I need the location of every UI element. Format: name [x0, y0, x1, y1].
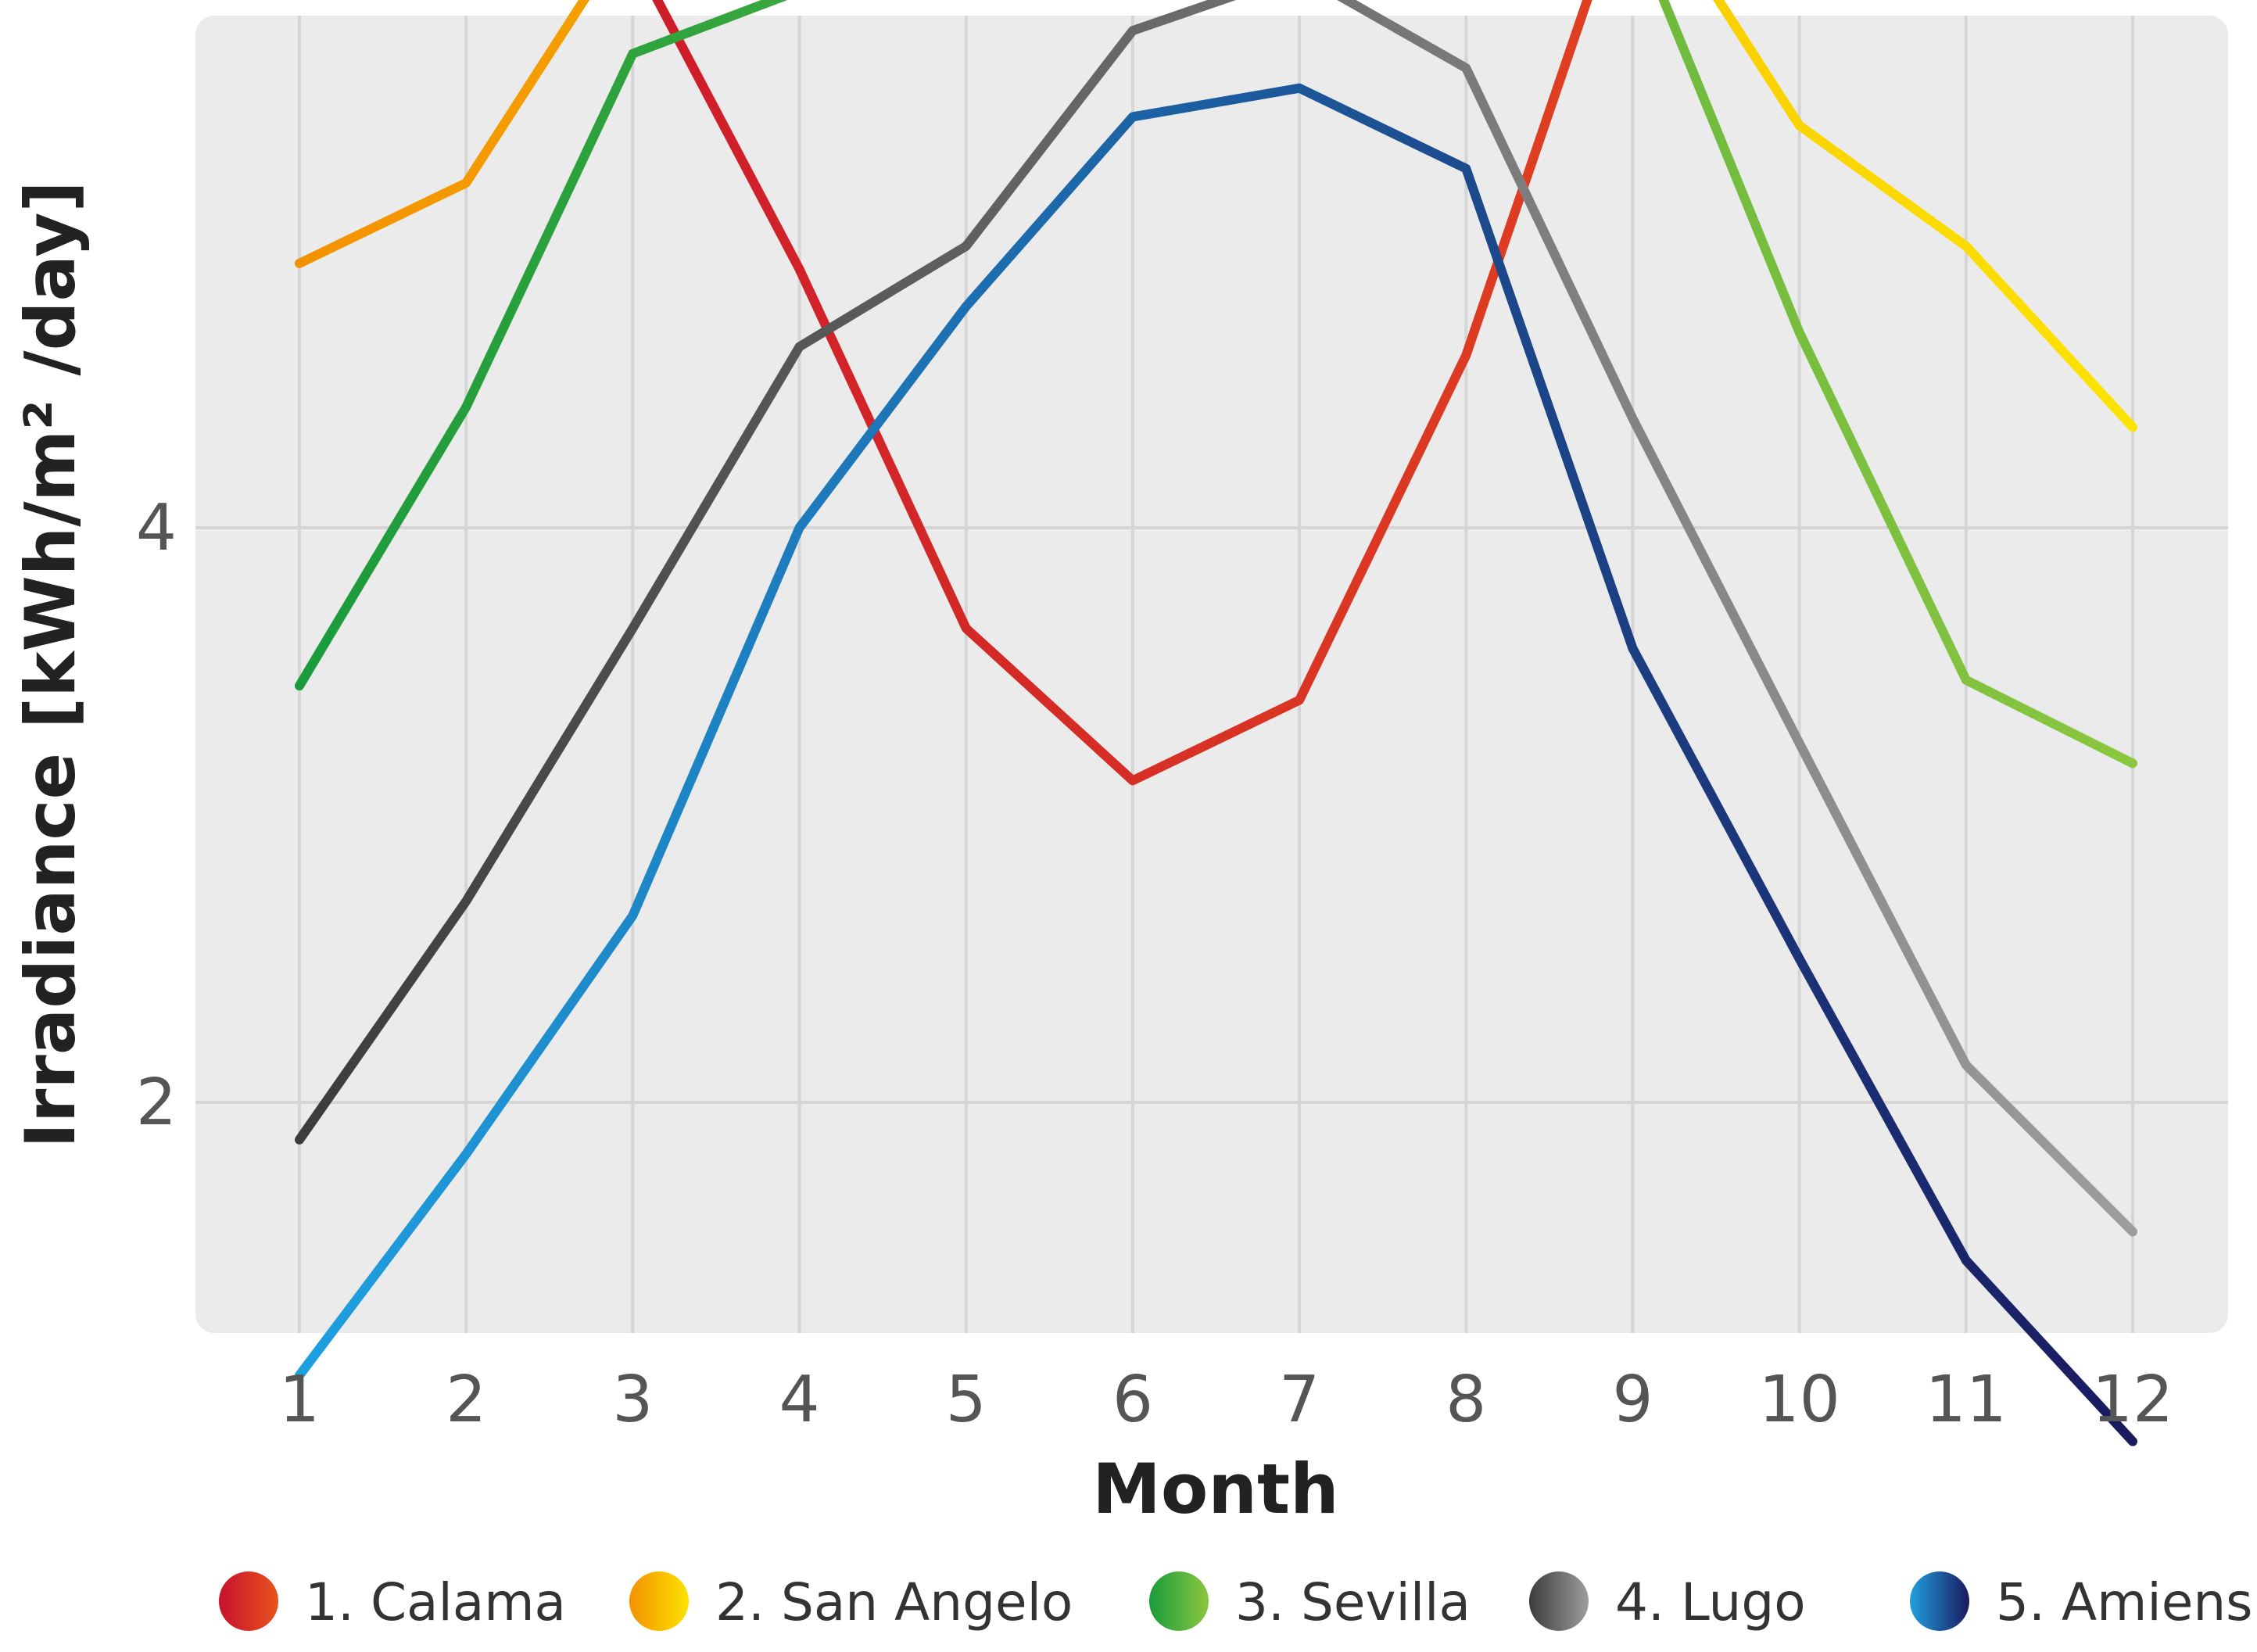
x-tick-labels: 1 2 3 4 5 6 7 8 9 10 11 12: [279, 1363, 2173, 1437]
legend-label-2: 2. San Angelo: [715, 1572, 1073, 1632]
legend-swatch-1: [219, 1571, 278, 1631]
plot-background: [195, 16, 2228, 1333]
x-tick-label: 3: [612, 1363, 653, 1437]
y-tick-labels: 2468: [136, 491, 177, 1140]
x-tick-label: 1: [279, 1363, 320, 1437]
gridlines: [195, 16, 2228, 1333]
x-tick-label: 12: [2092, 1363, 2173, 1437]
x-tick-label: 11: [1926, 1363, 2007, 1437]
x-tick-label: 2: [446, 1363, 486, 1437]
series-line-1: [652, 0, 1592, 786]
y-axis-title: Irradiance [kWh/m² /day]: [10, 181, 91, 1148]
legend-label-4: 4. Lugo: [1615, 1572, 1806, 1632]
x-tick-label: 4: [779, 1363, 819, 1437]
series-line-3: [295, 0, 2137, 769]
legend-label-3: 3. Sevilla: [1235, 1572, 1471, 1632]
legend: 1. Calama 2. San Angelo 3. Sevilla 4. Lugo 5…: [219, 1571, 2253, 1632]
series-lines: [295, 0, 2137, 1446]
x-tick-label: 6: [1112, 1363, 1153, 1437]
legend-label-1: 1. Calama: [305, 1572, 566, 1632]
x-tick-label: 7: [1279, 1363, 1320, 1437]
x-tick-label: 5: [946, 1363, 987, 1437]
y-tick-label: 2: [136, 1066, 177, 1140]
x-tick-label: 10: [1758, 1363, 1840, 1437]
series-line-5: [295, 83, 2137, 1446]
series-line-2: [295, 0, 2137, 432]
x-tick-label: 9: [1612, 1363, 1653, 1437]
y-tick-label: 4: [136, 491, 177, 565]
legend-label-5: 5. Amiens: [1996, 1572, 2253, 1632]
x-tick-label: 8: [1446, 1363, 1486, 1437]
legend-swatch-3: [1149, 1571, 1209, 1631]
legend-swatch-5: [1910, 1571, 1969, 1631]
x-axis-title: Month: [1092, 1449, 1338, 1529]
legend-swatch-4: [1529, 1571, 1589, 1631]
series-line-4: [295, 0, 2137, 1237]
legend-swatch-2: [629, 1571, 689, 1631]
